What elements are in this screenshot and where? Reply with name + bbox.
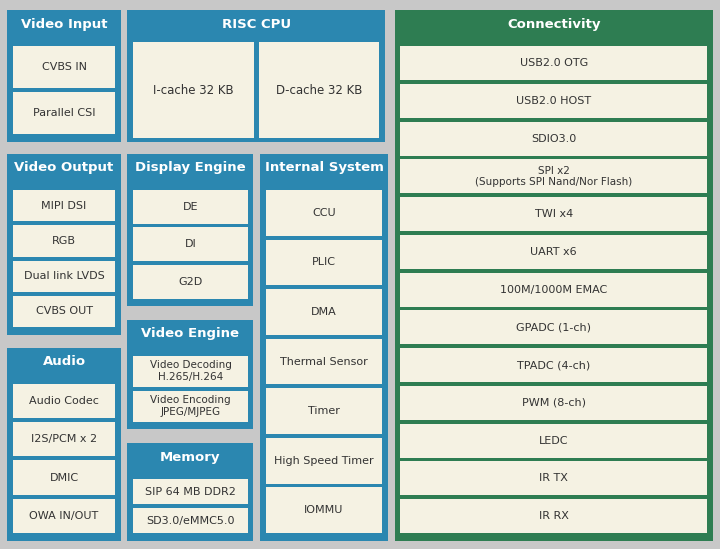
Text: SDIO3.0: SDIO3.0	[531, 133, 576, 144]
Text: IR TX: IR TX	[539, 473, 568, 483]
Text: Thermal Sensor: Thermal Sensor	[280, 356, 368, 367]
Text: Video Input: Video Input	[21, 18, 107, 31]
Text: I2S/PCM x 2: I2S/PCM x 2	[31, 434, 97, 444]
FancyBboxPatch shape	[266, 289, 382, 335]
FancyBboxPatch shape	[400, 424, 707, 457]
Text: USB2.0 OTG: USB2.0 OTG	[520, 58, 588, 68]
FancyBboxPatch shape	[7, 154, 121, 335]
Text: MIPI DSI: MIPI DSI	[42, 201, 86, 211]
Text: DMA: DMA	[311, 307, 337, 317]
Text: Video Engine: Video Engine	[141, 327, 240, 340]
FancyBboxPatch shape	[133, 479, 248, 504]
Text: GPADC (1-ch): GPADC (1-ch)	[516, 322, 591, 332]
Text: IR RX: IR RX	[539, 511, 569, 521]
FancyBboxPatch shape	[400, 235, 707, 269]
FancyBboxPatch shape	[13, 296, 115, 327]
FancyBboxPatch shape	[133, 227, 248, 261]
Text: 100M/1000M EMAC: 100M/1000M EMAC	[500, 284, 607, 295]
FancyBboxPatch shape	[400, 348, 707, 382]
Text: DE: DE	[183, 202, 198, 212]
Text: RISC CPU: RISC CPU	[222, 18, 291, 31]
FancyBboxPatch shape	[400, 122, 707, 155]
Text: PWM (8-ch): PWM (8-ch)	[522, 398, 585, 408]
FancyBboxPatch shape	[13, 261, 115, 292]
Text: D-cache 32 KB: D-cache 32 KB	[276, 83, 362, 97]
FancyBboxPatch shape	[133, 391, 248, 422]
FancyBboxPatch shape	[133, 190, 248, 223]
FancyBboxPatch shape	[266, 438, 382, 484]
Text: Timer: Timer	[308, 406, 340, 416]
Text: Internal System: Internal System	[264, 161, 384, 175]
Text: UART x6: UART x6	[531, 247, 577, 257]
Text: CVBS IN: CVBS IN	[42, 62, 86, 72]
FancyBboxPatch shape	[13, 498, 115, 533]
Text: LEDC: LEDC	[539, 435, 568, 446]
FancyBboxPatch shape	[13, 46, 115, 88]
FancyBboxPatch shape	[127, 10, 385, 142]
Text: USB2.0 HOST: USB2.0 HOST	[516, 96, 591, 106]
FancyBboxPatch shape	[7, 10, 121, 142]
Text: DI: DI	[184, 239, 197, 249]
Text: IOMMU: IOMMU	[305, 505, 343, 515]
Text: G2D: G2D	[179, 277, 202, 287]
FancyBboxPatch shape	[400, 310, 707, 344]
FancyBboxPatch shape	[266, 190, 382, 236]
Text: Audio: Audio	[42, 355, 86, 368]
FancyBboxPatch shape	[266, 339, 382, 384]
FancyBboxPatch shape	[400, 461, 707, 495]
Text: Memory: Memory	[160, 451, 221, 464]
FancyBboxPatch shape	[259, 42, 379, 138]
Text: SD3.0/eMMC5.0: SD3.0/eMMC5.0	[146, 516, 235, 525]
Text: PLIC: PLIC	[312, 257, 336, 267]
Text: CCU: CCU	[312, 208, 336, 218]
Text: Video Encoding
JPEG/MJPEG: Video Encoding JPEG/MJPEG	[150, 395, 230, 417]
Text: SPI x2
(Supports SPI Nand/Nor Flash): SPI x2 (Supports SPI Nand/Nor Flash)	[475, 166, 632, 187]
Text: Video Decoding
H.265/H.264: Video Decoding H.265/H.264	[150, 361, 231, 382]
FancyBboxPatch shape	[127, 154, 253, 306]
Text: TWI x4: TWI x4	[534, 209, 573, 219]
FancyBboxPatch shape	[260, 154, 388, 541]
FancyBboxPatch shape	[133, 356, 248, 386]
Text: SIP 64 MB DDR2: SIP 64 MB DDR2	[145, 487, 236, 497]
FancyBboxPatch shape	[133, 265, 248, 299]
FancyBboxPatch shape	[266, 388, 382, 434]
FancyBboxPatch shape	[133, 508, 248, 533]
Text: Audio Codec: Audio Codec	[29, 396, 99, 406]
Text: Video Output: Video Output	[14, 161, 114, 175]
Text: I-cache 32 KB: I-cache 32 KB	[153, 83, 234, 97]
FancyBboxPatch shape	[133, 42, 253, 138]
Text: TPADC (4-ch): TPADC (4-ch)	[517, 360, 590, 370]
Text: Connectivity: Connectivity	[507, 18, 600, 31]
FancyBboxPatch shape	[7, 348, 121, 541]
Text: Parallel CSI: Parallel CSI	[33, 108, 95, 118]
Text: Display Engine: Display Engine	[135, 161, 246, 175]
Text: CVBS OUT: CVBS OUT	[35, 306, 93, 316]
FancyBboxPatch shape	[13, 384, 115, 418]
Text: RGB: RGB	[52, 236, 76, 246]
Text: OWA IN/OUT: OWA IN/OUT	[30, 511, 99, 521]
FancyBboxPatch shape	[400, 499, 707, 533]
FancyBboxPatch shape	[13, 225, 115, 257]
FancyBboxPatch shape	[395, 10, 713, 541]
FancyBboxPatch shape	[400, 46, 707, 80]
FancyBboxPatch shape	[400, 84, 707, 118]
FancyBboxPatch shape	[127, 443, 253, 541]
FancyBboxPatch shape	[400, 159, 707, 193]
FancyBboxPatch shape	[400, 197, 707, 231]
FancyBboxPatch shape	[400, 386, 707, 420]
FancyBboxPatch shape	[13, 422, 115, 457]
FancyBboxPatch shape	[400, 273, 707, 306]
FancyBboxPatch shape	[127, 320, 253, 429]
FancyBboxPatch shape	[13, 460, 115, 495]
FancyBboxPatch shape	[13, 190, 115, 221]
Text: DMIC: DMIC	[50, 473, 78, 483]
Text: Dual link LVDS: Dual link LVDS	[24, 271, 104, 281]
FancyBboxPatch shape	[13, 92, 115, 134]
FancyBboxPatch shape	[266, 488, 382, 533]
FancyBboxPatch shape	[266, 239, 382, 285]
Text: High Speed Timer: High Speed Timer	[274, 456, 374, 466]
